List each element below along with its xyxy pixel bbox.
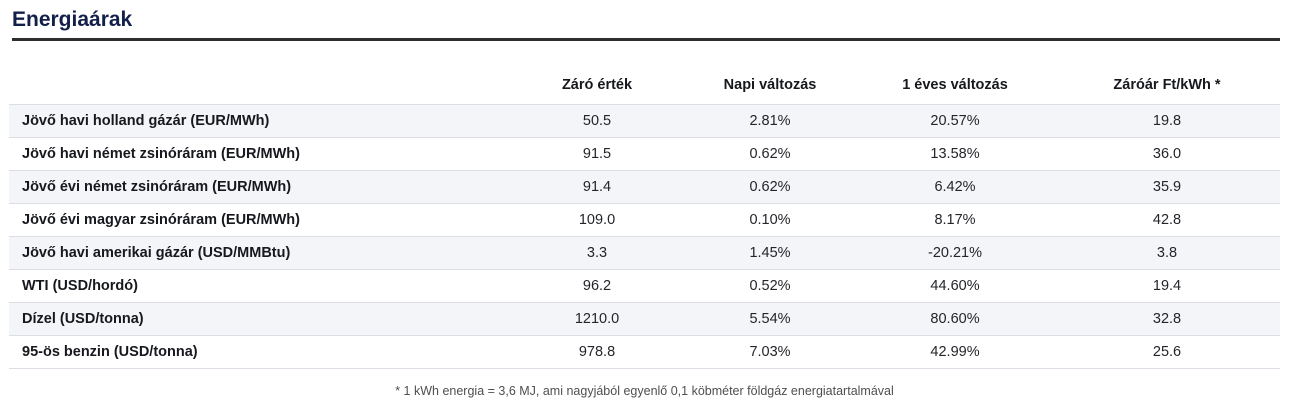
table-row: Jövő évi magyar zsinóráram (EUR/MWh) 109.… (9, 203, 1280, 237)
cell-daily-change: 5.54% (749, 311, 791, 327)
cell-yearly-change: 42.99% (930, 344, 980, 360)
cell-daily-change: 0.62% (749, 146, 791, 162)
table-row: Jövő havi amerikai gázár (USD/MMBtu) 3.3 1… (9, 236, 1280, 270)
row-label: Jövő havi német zsinóráram (EUR/MWh) (22, 146, 300, 162)
cell-close-ft-kwh: 42.8 (1152, 212, 1182, 228)
cell-close-ft-kwh: 19.8 (1152, 113, 1182, 129)
cell-close-value: 50.5 (582, 113, 612, 129)
table-row: Jövő évi német zsinóráram (EUR/MWh) 91.4 0… (9, 170, 1280, 204)
cell-close-value: 91.4 (582, 179, 612, 195)
table-row: Jövő havi német zsinóráram (EUR/MWh) 91.5… (9, 137, 1280, 171)
cell-close-ft-kwh: 19.4 (1152, 278, 1182, 294)
column-header-instrument (9, 41, 510, 105)
footnote: * 1 kWh energia = 3,6 MJ, ami nagyjából … (395, 384, 894, 398)
cell-close-ft-kwh: 3.8 (1156, 245, 1178, 261)
column-header-close-ft-kwh: Záróár Ft/kWh * (1113, 77, 1221, 93)
energy-prices-table: Záró érték Napi változás 1 éves változás… (9, 41, 1280, 369)
cell-yearly-change: 6.42% (934, 179, 976, 195)
table-row: 95-ös benzin (USD/tonna) 978.8 7.03% 42.99%… (9, 335, 1280, 369)
column-header-daily-change: Napi változás (723, 77, 817, 93)
row-label: Dízel (USD/tonna) (22, 311, 144, 327)
cell-daily-change: 0.52% (749, 278, 791, 294)
cell-yearly-change: 13.58% (930, 146, 980, 162)
cell-close-ft-kwh: 36.0 (1152, 146, 1182, 162)
cell-close-value: 109.0 (578, 212, 616, 228)
table-row: Dízel (USD/tonna) 1210.0 5.54% 80.60% 32.8 (9, 302, 1280, 336)
cell-yearly-change: 44.60% (930, 278, 980, 294)
row-label: Jövő évi német zsinóráram (EUR/MWh) (22, 179, 292, 195)
title-divider (12, 38, 1280, 41)
cell-close-value: 1210.0 (574, 311, 620, 327)
table-row: WTI (USD/hordó) 96.2 0.52% 44.60% 19.4 (9, 269, 1280, 303)
row-label: 95-ös benzin (USD/tonna) (22, 344, 198, 360)
cell-close-ft-kwh: 35.9 (1152, 179, 1182, 195)
row-label: Jövő havi amerikai gázár (USD/MMBtu) (22, 245, 291, 261)
cell-close-value: 96.2 (582, 278, 612, 294)
cell-close-ft-kwh: 25.6 (1152, 344, 1182, 360)
row-label: Jövő havi holland gázár (EUR/MWh) (22, 113, 270, 129)
energy-prices-page: Energiaárak Záró érték Napi változás 1 é… (0, 8, 1298, 416)
cell-daily-change: 0.10% (749, 212, 791, 228)
cell-close-value: 3.3 (586, 245, 608, 261)
cell-yearly-change: -20.21% (927, 245, 982, 261)
cell-yearly-change: 20.57% (930, 113, 980, 129)
table-header-row: Záró érték Napi változás 1 éves változás… (9, 41, 1280, 105)
cell-daily-change: 1.45% (749, 245, 791, 261)
row-label: WTI (USD/hordó) (22, 278, 138, 294)
cell-close-value: 91.5 (582, 146, 612, 162)
cell-yearly-change: 8.17% (934, 212, 976, 228)
cell-daily-change: 2.81% (749, 113, 791, 129)
cell-yearly-change: 80.60% (930, 311, 980, 327)
cell-daily-change: 7.03% (749, 344, 791, 360)
page-title: Energiaárak (12, 8, 133, 31)
cell-close-value: 978.8 (578, 344, 616, 360)
cell-daily-change: 0.62% (749, 179, 791, 195)
column-header-close-value: Záró érték (561, 77, 633, 93)
table-row: Jövő havi holland gázár (EUR/MWh) 50.5 2.8… (9, 104, 1280, 138)
cell-close-ft-kwh: 32.8 (1152, 311, 1182, 327)
column-header-yearly-change: 1 éves változás (902, 77, 1008, 93)
row-label: Jövő évi magyar zsinóráram (EUR/MWh) (22, 212, 300, 228)
